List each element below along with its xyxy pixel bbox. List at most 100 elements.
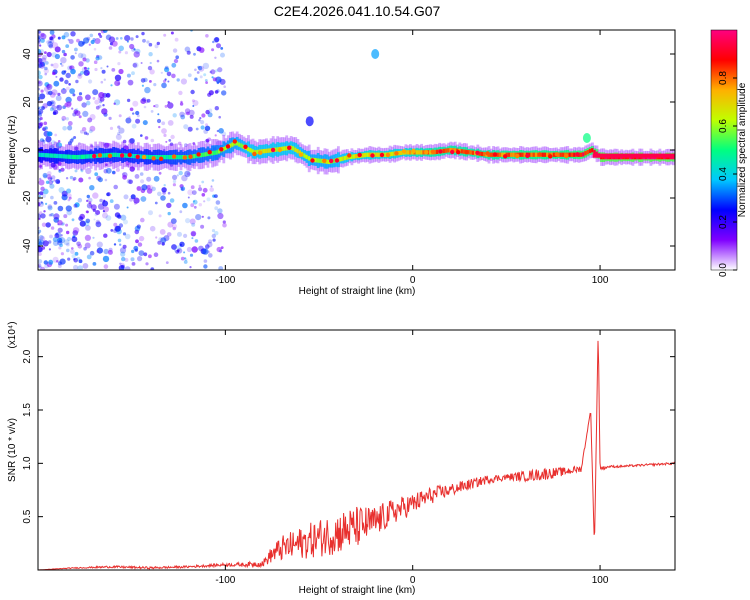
spectrogram-noise-point [38,235,44,241]
spectrogram-cell [368,152,372,157]
spectrogram-noise-point [147,65,153,71]
spectrogram-noise-point [38,41,41,44]
spectrogram-noise-point [211,233,216,239]
spectrogram-noise-point [46,40,50,44]
spectrogram-cell [217,149,221,154]
spectrogram-noise-point [136,224,141,229]
spectrogram-noise-point [89,114,96,120]
spectrogram-noise-point [125,164,130,168]
spectrogram-noise-point [55,179,61,184]
spectrogram-noise-point [45,180,50,184]
spectrogram-noise-point [87,67,90,70]
spectrogram-noise-point [59,258,66,265]
spectrogram-peak [492,152,498,157]
spectrogram-noise-point [52,240,59,247]
spectrogram-noise-point [43,86,50,92]
spectrogram-noise-point [187,73,192,78]
spectrogram-noise-point [99,35,103,38]
spectrogram-noise-point [155,236,158,239]
spectrogram-cell [384,152,387,157]
spectrogram-cell [532,152,536,157]
spectrogram-noise-point [73,257,78,263]
spectrogram-noise-point [87,197,93,203]
spectrogram-cell [409,150,412,155]
spectrogram-noise-point [218,115,221,119]
spectrogram-noise-point [46,51,52,58]
spectrogram-cell [546,152,549,157]
spectrogram-noise-point [119,243,122,246]
spectrogram-peak [225,144,231,149]
spectrogram-noise-point [61,190,68,197]
spectrogram-noise-point [57,140,61,143]
spectrogram-noise-point [38,96,41,101]
spectrogram-cell [116,152,120,158]
spectrogram-noise-point [133,197,140,204]
spectrogram-noise-point [215,76,222,83]
spectrogram-noise-point [140,196,147,202]
spectrogram-noise-point [148,210,153,216]
spectrogram-noise-point [164,67,170,73]
spectrogram-noise-point [57,36,61,40]
spectrogram-noise-point [130,194,136,200]
spectrogram-noise-point [180,256,185,261]
spectrogram-noise-point [66,101,72,107]
spectrogram-noise-point [48,38,55,45]
spectrogram-noise-point [204,79,208,82]
spectrogram-cell [260,149,264,154]
spectrogram-noise-point [124,266,131,270]
spectrogram-noise-point [113,203,120,210]
spectrogram-noise-point [203,264,208,269]
spectrogram-noise-point [170,31,174,35]
spectrogram-noise-point [51,180,54,183]
spectrogram-noise-point [86,210,89,214]
spectrogram-noise-point [44,51,47,54]
spectrogram-noise-point [110,229,114,232]
spectrogram-noise-point [211,179,215,182]
spectrogram-noise-point [214,134,217,137]
spectrogram-noise-point [65,177,69,180]
spectrogram-noise-point [89,125,96,132]
spectrogram-noise-point [52,62,59,69]
snr-y-ticks: 0.5 1.0 1.5 2.0 [22,349,675,524]
spectrogram-noise-point [60,57,67,64]
spectrogram-noise-point [117,238,122,243]
spectrogram-noise-point [43,210,46,213]
spectrogram-noise-point [171,62,177,68]
spectrogram-cell [478,151,482,156]
spectrogram-cell [480,151,484,157]
spectrogram-cell [496,152,500,157]
spectrogram-noise-point [74,169,78,173]
spectrogram-cell [283,146,286,151]
spectrogram-noise-point [39,191,44,196]
spectrogram-noise-point [108,36,116,43]
spectrogram-noise-point [73,176,77,181]
spectrogram-noise-point [200,224,205,229]
spectrogram-noise-point [103,199,106,202]
spectrogram-peak [107,153,113,158]
spectrogram-noise-point [65,223,69,227]
spectrogram-noise-point [77,52,84,59]
spectrogram-noise-point [41,57,47,63]
spectrogram-y-tick-label: 40 [22,48,33,60]
spectrogram-noise-point [198,203,202,207]
colorbar-tick-label: 0.6 [718,119,729,133]
spectrogram-noise-point [205,138,210,143]
spectrogram-noise-point [191,246,198,253]
spectrogram-noise-point [67,257,71,261]
spectrogram-noise-point [50,213,54,217]
spectrogram-peak [334,158,340,163]
spectrogram-noise-point [189,253,194,257]
spectrogram-noise-point [160,71,163,74]
spectrogram-noise-point [205,81,209,84]
spectrogram-noise-point [167,102,174,109]
spectrogram-noise-point [164,78,167,81]
spectrogram-noise-point [197,65,203,71]
spectrogram-noise-point [118,114,122,118]
spectrogram-noise-point [49,40,52,44]
spectrogram-cell [161,155,165,160]
spectrogram-noise-point [38,229,42,233]
spectrogram-cell [343,155,347,161]
spectrogram-noise-point [179,102,184,106]
spectrogram-cell [186,155,190,160]
spectrogram-noise-point [186,50,191,55]
